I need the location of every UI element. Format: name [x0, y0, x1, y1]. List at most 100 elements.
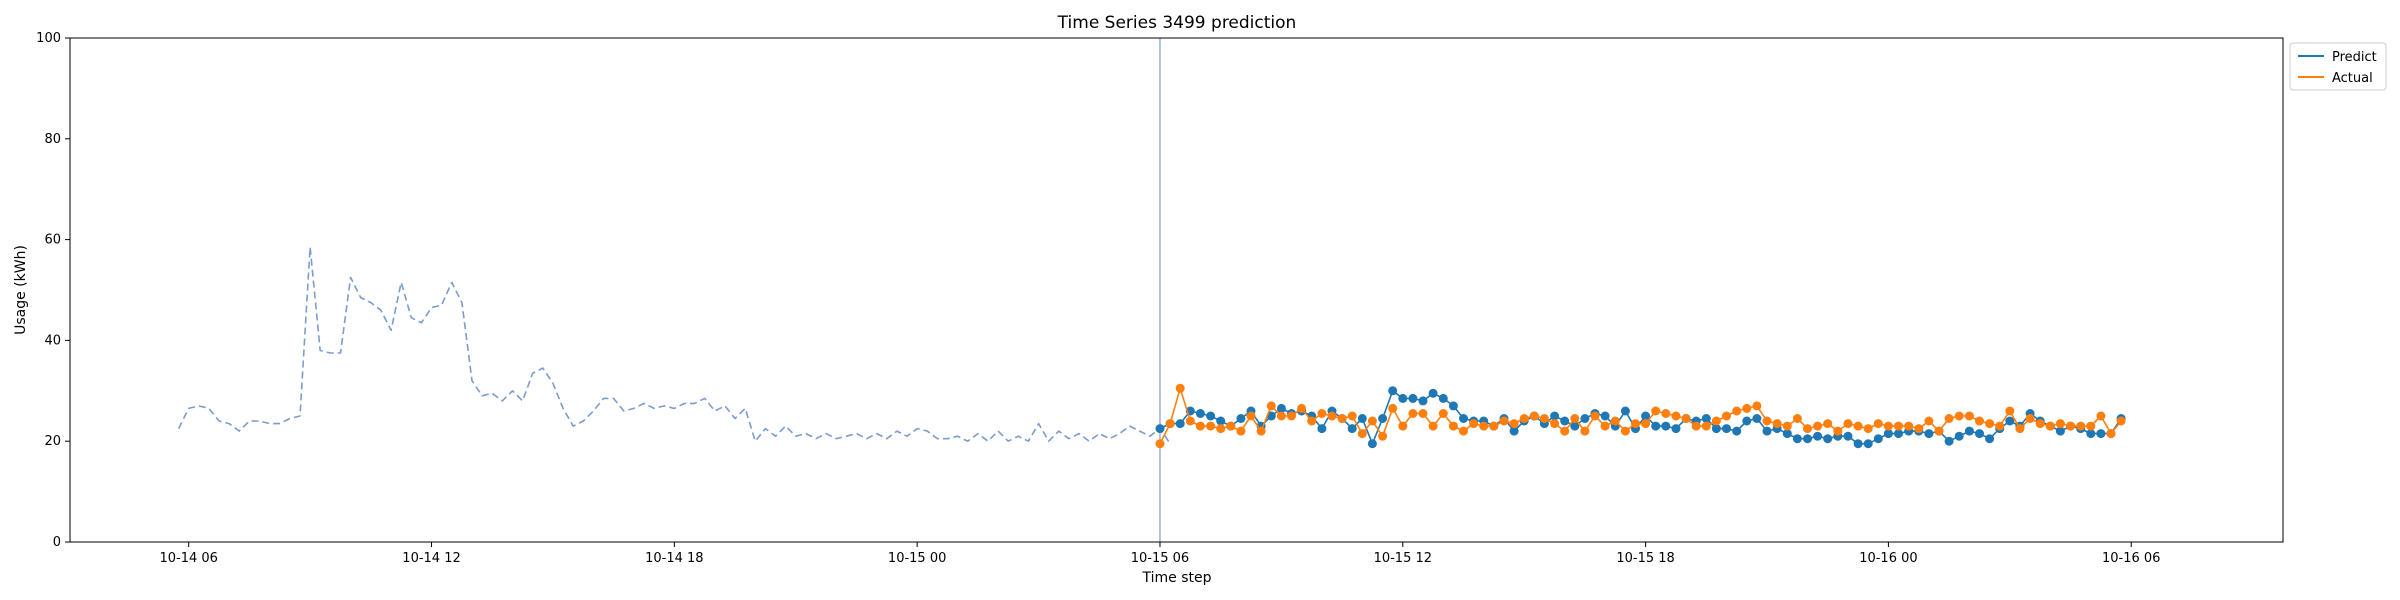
- data-point-actual: [1276, 411, 1286, 421]
- data-point-actual: [1347, 411, 1357, 421]
- data-point-predict: [1853, 439, 1863, 449]
- data-point-actual: [1681, 414, 1691, 423]
- data-point-predict: [1671, 424, 1681, 434]
- data-point-actual: [1823, 419, 1833, 429]
- data-point-actual: [1722, 411, 1731, 421]
- data-point-actual: [2106, 429, 2116, 439]
- x-tick-label: 10-15 06: [1131, 551, 1189, 566]
- data-point-predict: [1732, 426, 1742, 436]
- legend-label-actual: Actual: [2332, 71, 2373, 86]
- data-point-actual: [1873, 419, 1883, 429]
- data-point-predict: [1550, 411, 1560, 421]
- x-tick-label: 10-15 12: [1374, 551, 1432, 566]
- data-point-actual: [1307, 416, 1317, 426]
- data-point-actual: [1256, 426, 1266, 436]
- data-point-actual: [1620, 426, 1630, 436]
- data-point-actual: [1246, 411, 1256, 421]
- data-point-predict: [1459, 414, 1468, 423]
- data-point-actual: [1975, 416, 1984, 426]
- data-point-predict: [1954, 431, 1964, 441]
- data-point-actual: [1539, 414, 1549, 423]
- data-point-actual: [1661, 409, 1671, 418]
- data-point-predict: [1367, 439, 1377, 449]
- data-point-predict: [1570, 421, 1580, 431]
- data-point-actual: [1803, 424, 1812, 434]
- data-point-predict: [1782, 429, 1792, 439]
- data-point-predict: [1883, 429, 1893, 439]
- x-tick-label: 10-14 18: [645, 551, 703, 566]
- y-tick-label: 20: [44, 434, 61, 449]
- data-point-predict: [1357, 414, 1367, 423]
- data-point-actual: [2015, 424, 2025, 434]
- x-tick-label: 10-15 18: [1616, 551, 1674, 566]
- data-point-predict: [1347, 424, 1357, 434]
- data-point-actual: [1570, 414, 1580, 423]
- data-point-actual: [1853, 421, 1863, 431]
- data-point-actual: [1641, 419, 1651, 429]
- data-point-actual: [1438, 409, 1448, 418]
- data-point-predict: [1580, 414, 1590, 423]
- data-point-predict: [2096, 429, 2106, 439]
- data-point-actual: [1843, 419, 1853, 429]
- data-point-actual: [1914, 424, 1924, 434]
- data-point-actual: [1499, 416, 1509, 426]
- data-point-actual: [1651, 406, 1661, 416]
- data-point-actual: [1448, 421, 1458, 431]
- data-point-actual: [2035, 419, 2045, 429]
- y-tick-label: 100: [36, 31, 61, 46]
- data-point-predict: [1195, 409, 1205, 418]
- data-point-actual: [1206, 421, 1216, 431]
- data-point-predict: [1964, 426, 1974, 436]
- x-tick-label: 10-14 06: [159, 551, 217, 566]
- chart-title: Time Series 3499 prediction: [1057, 13, 1297, 33]
- data-point-actual: [1742, 403, 1752, 413]
- data-point-actual: [1297, 403, 1307, 413]
- legend-box: [2289, 42, 2387, 91]
- data-point-actual: [1924, 416, 1934, 426]
- x-tick-label: 10-16 00: [1859, 551, 1917, 566]
- data-point-predict: [1206, 411, 1216, 421]
- data-point-predict: [1752, 414, 1762, 423]
- data-point-predict: [1803, 434, 1812, 444]
- data-point-actual: [1519, 414, 1529, 423]
- data-point-actual: [1195, 421, 1205, 431]
- data-point-actual: [1408, 409, 1418, 418]
- data-point-predict: [1661, 421, 1671, 431]
- data-point-actual: [1550, 419, 1560, 429]
- data-point-actual: [1337, 414, 1347, 423]
- data-point-actual: [1175, 383, 1185, 393]
- data-point-actual: [1762, 416, 1772, 426]
- data-point-actual: [1671, 411, 1681, 421]
- data-point-predict: [1722, 424, 1731, 434]
- data-point-actual: [1904, 421, 1914, 431]
- data-point-predict: [1600, 411, 1610, 421]
- data-point-actual: [1529, 411, 1539, 421]
- data-point-actual: [2025, 414, 2035, 423]
- data-point-predict: [1236, 414, 1246, 423]
- data-point-actual: [1772, 419, 1782, 429]
- data-point-actual: [1479, 421, 1489, 431]
- data-point-predict: [1448, 401, 1458, 411]
- data-point-predict: [1317, 424, 1327, 434]
- data-point-predict: [1924, 429, 1934, 439]
- data-point-actual: [1509, 419, 1519, 429]
- plot-frame: [69, 37, 2284, 543]
- data-point-predict: [2055, 426, 2065, 436]
- data-point-predict: [1641, 411, 1651, 421]
- data-point-actual: [1944, 414, 1954, 423]
- data-point-predict: [2086, 429, 2096, 439]
- data-point-predict: [1711, 424, 1721, 434]
- y-tick-label: 0: [53, 535, 61, 550]
- data-point-predict: [1975, 429, 1984, 439]
- data-point-predict: [1701, 414, 1711, 423]
- data-point-actual: [1317, 409, 1327, 418]
- data-point-actual: [1367, 416, 1377, 426]
- data-point-predict: [1428, 388, 1438, 398]
- data-point-predict: [1985, 434, 1995, 444]
- series-line-history: [177, 246, 1171, 445]
- data-point-predict: [1762, 426, 1772, 436]
- data-point-predict: [1843, 431, 1853, 441]
- data-point-predict: [1792, 434, 1802, 444]
- data-point-predict: [1418, 396, 1428, 406]
